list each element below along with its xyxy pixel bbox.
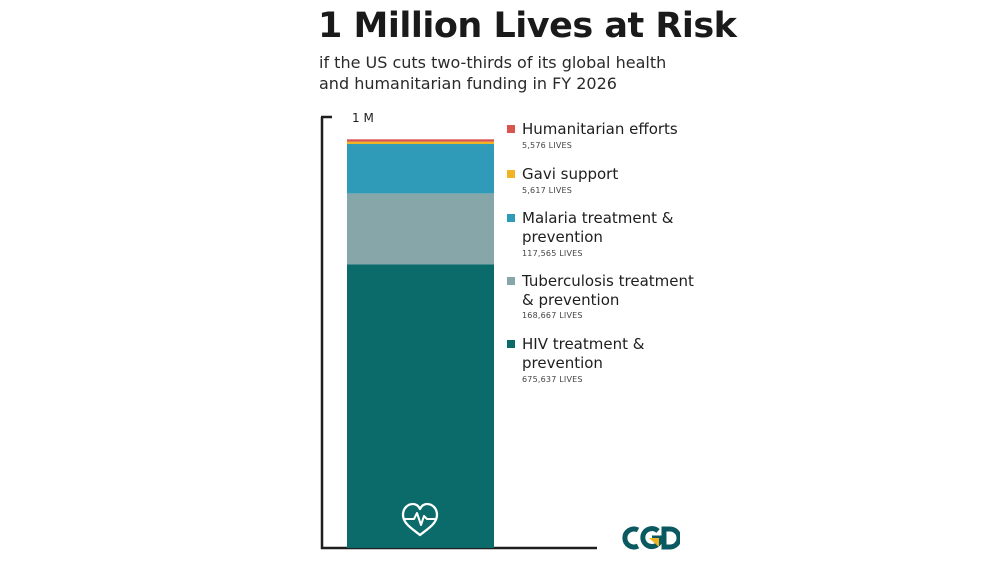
y-tick-label-1m: 1 M	[352, 111, 374, 125]
page-title: 1 Million Lives at Risk	[318, 6, 737, 46]
legend-value-malaria: 117,565 LIVES	[522, 249, 583, 258]
legend-label-hiv: HIV treatment & prevention	[522, 335, 645, 372]
legend-value-hiv: 675,637 LIVES	[522, 375, 583, 384]
legend-value-tuberculosis: 168,667 LIVES	[522, 311, 583, 320]
bar-segment-4	[347, 139, 494, 142]
legend-swatch-gavi	[507, 170, 515, 178]
legend-swatch-hiv	[507, 340, 515, 348]
legend-swatch-malaria	[507, 214, 515, 222]
legend-swatch-humanitarian	[507, 125, 515, 133]
legend-label-malaria: Malaria treatment & prevention	[522, 209, 674, 246]
bar-segment-1	[347, 193, 494, 265]
legend-swatch-tuberculosis	[507, 277, 515, 285]
legend-label-tuberculosis: Tuberculosis treatment & prevention	[522, 272, 694, 309]
cgd-logo	[622, 526, 680, 550]
legend-label-humanitarian: Humanitarian efforts	[522, 120, 678, 138]
page-subtitle: if the US cuts two-thirds of its global …	[319, 53, 667, 93]
legend-value-gavi: 5,617 LIVES	[522, 186, 573, 195]
bar-segment-0	[347, 264, 494, 548]
stacked-bar	[347, 139, 494, 548]
legend-label-gavi: Gavi support	[522, 165, 619, 183]
legend-value-humanitarian: 5,576 LIVES	[522, 141, 573, 150]
heart-pulse-icon	[401, 502, 439, 537]
bar-segment-2	[347, 144, 494, 194]
bar-segment-3	[347, 141, 494, 145]
